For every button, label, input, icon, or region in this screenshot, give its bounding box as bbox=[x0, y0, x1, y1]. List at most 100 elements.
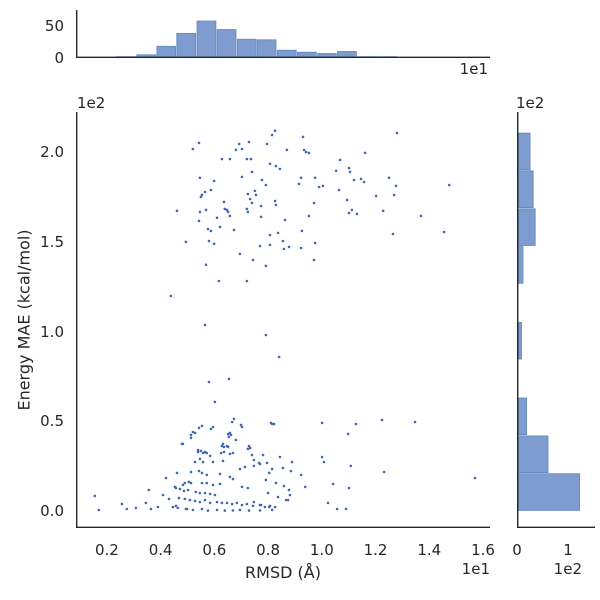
scatter-point bbox=[344, 507, 348, 511]
scatter-point bbox=[187, 480, 191, 484]
scatter-point bbox=[232, 417, 236, 421]
scatter-point bbox=[183, 497, 187, 501]
scatter-point bbox=[207, 239, 211, 243]
y-axis-label: Energy MAE (kcal/mol) bbox=[14, 229, 34, 411]
scatter-point bbox=[251, 258, 255, 262]
scatter-point bbox=[191, 147, 195, 151]
scatter-point bbox=[268, 243, 272, 247]
scatter-point bbox=[189, 436, 193, 440]
scatter-point bbox=[274, 164, 278, 168]
top-hist-y-tick-label: 50 bbox=[44, 16, 64, 35]
scatter-point bbox=[235, 501, 239, 505]
scatter-point bbox=[381, 209, 385, 213]
scatter-point bbox=[245, 502, 249, 506]
scatter-point bbox=[248, 197, 252, 201]
scatter-point bbox=[359, 177, 363, 181]
right-hist-x-tick-label: 1 bbox=[563, 541, 573, 559]
scatter-point bbox=[287, 245, 291, 249]
scatter-point bbox=[206, 509, 210, 512]
scatter-point bbox=[240, 175, 244, 179]
x-tick-label: 1.0 bbox=[309, 541, 334, 559]
scatter-point bbox=[352, 178, 356, 182]
scatter-point bbox=[239, 423, 243, 427]
scatter-point bbox=[268, 233, 272, 237]
scatter-point bbox=[198, 491, 202, 495]
scatter-point bbox=[189, 470, 193, 474]
scatter-point bbox=[355, 212, 359, 216]
scatter-point bbox=[222, 445, 226, 449]
scatter-point bbox=[419, 214, 423, 218]
scatter-point bbox=[169, 294, 173, 298]
scatter-point bbox=[264, 333, 268, 337]
scatter-point bbox=[312, 258, 316, 262]
scatter-point bbox=[250, 170, 254, 174]
scatter-point bbox=[283, 218, 287, 222]
scatter-point bbox=[258, 509, 262, 512]
histogram-bar bbox=[156, 45, 177, 58]
scatter-point bbox=[203, 491, 207, 495]
scatter-point bbox=[245, 207, 249, 211]
scatter-point bbox=[228, 214, 232, 218]
histogram-bar bbox=[517, 132, 531, 171]
scatter-point bbox=[227, 435, 231, 439]
scatter-point bbox=[203, 190, 207, 194]
scatter-point bbox=[174, 504, 178, 508]
scatter-point bbox=[346, 432, 350, 436]
histogram-bar bbox=[517, 208, 536, 246]
scatter-point bbox=[193, 460, 197, 464]
scatter-point bbox=[347, 211, 351, 215]
y-tick-label: 2.0 bbox=[40, 143, 64, 162]
scatter-point bbox=[240, 425, 244, 429]
scatter-point bbox=[147, 488, 151, 492]
scatter-point bbox=[205, 451, 209, 455]
scatter-point bbox=[320, 455, 324, 459]
scatter-point bbox=[258, 462, 262, 466]
scatter-point bbox=[334, 169, 338, 173]
scatter-point bbox=[185, 507, 189, 511]
scatter-point bbox=[220, 501, 224, 505]
histogram-bar bbox=[517, 473, 581, 511]
scatter-point bbox=[208, 492, 212, 496]
histogram-bar bbox=[276, 49, 297, 58]
scatter-point bbox=[175, 209, 179, 213]
scatter-point bbox=[240, 503, 244, 507]
scatter-point bbox=[274, 203, 278, 207]
scatter-point bbox=[207, 380, 211, 384]
scatter-point bbox=[197, 469, 201, 473]
scatter-point bbox=[281, 239, 285, 243]
scatter-point bbox=[264, 264, 268, 268]
scatter-point bbox=[345, 198, 349, 202]
scatter-point bbox=[221, 442, 225, 446]
scatter-point bbox=[134, 506, 138, 510]
scatter-point bbox=[197, 141, 201, 145]
scatter-point bbox=[288, 493, 292, 497]
scatter-point bbox=[249, 157, 253, 161]
top-hist-y-tick-label: 0 bbox=[54, 49, 64, 67]
scatter-point bbox=[253, 189, 257, 193]
scatter-point bbox=[265, 142, 269, 146]
top-histogram-canvas bbox=[75, 10, 490, 58]
right-histogram-y-offset-label: 1e2 bbox=[516, 94, 545, 112]
scatter-point bbox=[321, 184, 325, 188]
scatter-point bbox=[264, 183, 268, 187]
right-marginal-histogram-panel bbox=[516, 112, 595, 528]
scatter-point bbox=[201, 460, 205, 464]
scatter-point bbox=[285, 148, 289, 152]
scatter-point bbox=[189, 481, 193, 485]
scatter-point bbox=[395, 131, 399, 135]
scatter-point bbox=[348, 170, 352, 174]
scatter-point bbox=[231, 477, 235, 481]
scatter-point bbox=[245, 279, 249, 283]
scatter-point bbox=[394, 184, 398, 188]
scatter-point bbox=[223, 509, 227, 512]
scatter-point bbox=[252, 458, 256, 462]
scatter-point bbox=[228, 475, 232, 479]
scatter-point bbox=[317, 185, 321, 189]
scatter-point bbox=[200, 507, 204, 511]
scatter-point bbox=[205, 473, 209, 477]
scatter-point bbox=[302, 148, 306, 152]
scatter-point bbox=[199, 449, 203, 453]
scatter-point bbox=[273, 505, 277, 509]
scatter-point bbox=[188, 498, 192, 502]
scatter-point bbox=[193, 431, 197, 435]
